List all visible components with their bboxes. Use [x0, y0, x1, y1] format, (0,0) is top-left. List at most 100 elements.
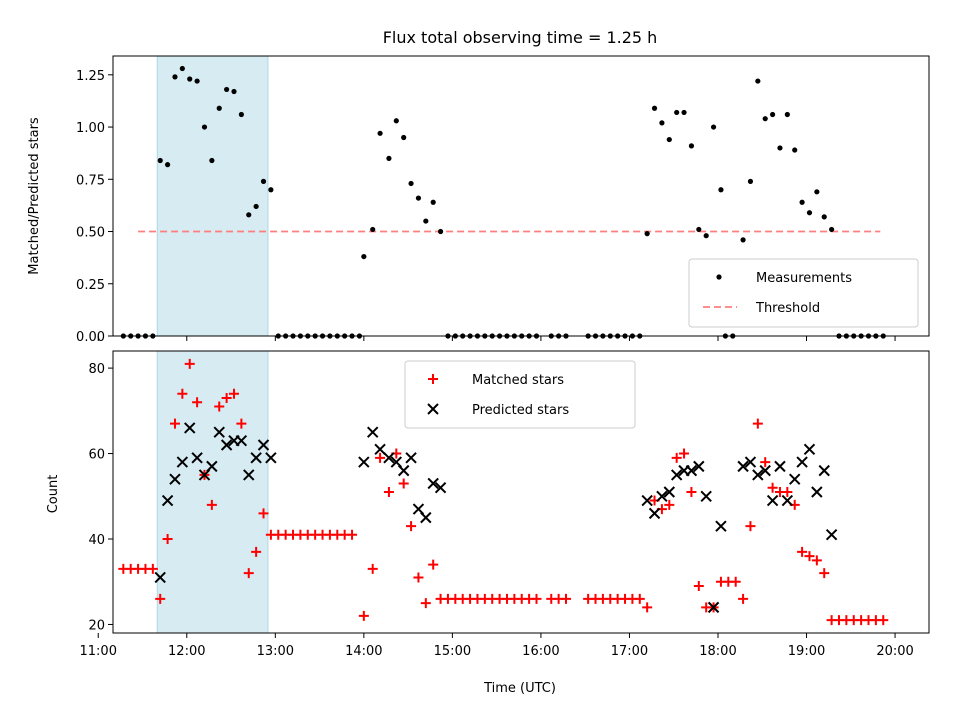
- data-point-matched: [162, 534, 173, 544]
- data-point-predicted: [707, 601, 720, 614]
- data-point-matched: [214, 401, 225, 412]
- y-axis-label-ratio: Matched/Predicted stars: [27, 117, 42, 275]
- data-point-predicted: [184, 422, 196, 434]
- data-point-predicted: [161, 494, 174, 507]
- data-point-measurement: [644, 231, 650, 237]
- legend-box: [688, 258, 919, 328]
- data-point-matched: [221, 393, 232, 403]
- data-point-predicted: [434, 482, 447, 494]
- data-point-measurement: [423, 218, 429, 224]
- data-point-measurement: [238, 111, 244, 118]
- y-tick-label: 80: [88, 362, 105, 377]
- data-point-matched: [236, 418, 247, 429]
- data-point-predicted: [374, 443, 386, 455]
- chart-title: Flux total observing time = 1.25 h: [383, 28, 658, 47]
- data-point-measurement: [674, 109, 680, 116]
- data-point-predicted: [656, 490, 668, 502]
- data-point-measurement: [415, 195, 422, 201]
- data-point-predicted: [693, 460, 705, 473]
- y-tick-label: 1.00: [76, 121, 105, 136]
- data-point-measurement: [370, 226, 376, 233]
- data-point-predicted: [235, 435, 248, 447]
- legend-top: Measurements Threshold: [688, 258, 919, 328]
- data-point-predicted: [358, 456, 370, 468]
- data-point-measurement: [777, 145, 783, 151]
- data-point-predicted: [427, 477, 439, 490]
- data-point-measurement: [681, 109, 687, 116]
- data-point-measurement: [666, 136, 672, 143]
- x-tick-label: 17:00: [611, 644, 648, 659]
- data-point-measurement: [688, 143, 695, 149]
- data-point-predicted: [737, 460, 749, 473]
- data-point-predicted: [663, 486, 676, 498]
- legend-label-threshold: Threshold: [755, 301, 820, 316]
- x-tick-label: 18:00: [699, 644, 736, 659]
- data-point-measurement: [696, 226, 702, 233]
- y-tick-label: 20: [88, 618, 105, 633]
- data-point-measurement: [799, 199, 805, 205]
- data-point-measurement: [829, 226, 835, 233]
- data-point-matched: [679, 448, 690, 459]
- data-point-predicted: [796, 456, 808, 468]
- panel-matched-ratio: 0.00 0.25 0.50 0.75 1.00 1.25 Measurements Thre…: [76, 55, 930, 345]
- y-tick-label: 1.25: [76, 69, 105, 84]
- data-point-matched: [358, 610, 369, 621]
- data-point-predicted: [250, 452, 262, 464]
- data-point-predicted: [685, 464, 698, 477]
- panel-star-counts: 20 40 60 80 11:00 12:00 13:00 14:00 15:00 16:00 17…: [80, 350, 930, 659]
- data-point-predicted: [818, 464, 830, 477]
- y-axis-label-count: Count: [46, 475, 61, 514]
- data-point-matched: [752, 418, 763, 429]
- data-point-measurement: [710, 124, 717, 130]
- data-point-matched: [375, 452, 386, 463]
- data-point-predicted: [206, 460, 218, 473]
- y-tick-label: 0.50: [76, 226, 105, 241]
- data-point-measurement: [703, 233, 709, 239]
- x-tick-label: 16:00: [522, 644, 559, 659]
- data-point-predicted: [825, 529, 838, 541]
- data-point-matched: [420, 598, 431, 609]
- data-point-matched: [782, 487, 793, 497]
- data-point-matched: [797, 546, 808, 557]
- data-point-matched: [642, 602, 653, 613]
- data-point-matched: [184, 358, 195, 369]
- legend-box: [404, 360, 636, 429]
- data-point-matched: [413, 572, 424, 583]
- data-point-measurement: [260, 178, 267, 184]
- data-point-measurement: [747, 178, 754, 184]
- data-point-measurement: [172, 74, 178, 80]
- data-point-measurement: [246, 212, 252, 218]
- data-point-predicted: [648, 507, 661, 520]
- data-point-measurement: [784, 111, 790, 118]
- data-point-predicted: [715, 520, 727, 532]
- data-point-matched: [169, 418, 180, 429]
- data-point-matched: [243, 568, 254, 579]
- y-tick-label: 60: [88, 448, 105, 463]
- data-point-measurement: [769, 111, 776, 118]
- x-axis-label: Time (UTC): [483, 681, 556, 696]
- data-point-matched: [147, 563, 158, 574]
- data-point-matched: [730, 576, 741, 587]
- x-tick-label: 15:00: [434, 644, 471, 659]
- data-point-matched: [561, 593, 572, 604]
- data-point-matched: [760, 457, 771, 468]
- data-point-predicted: [243, 469, 255, 481]
- data-point-predicted: [789, 473, 801, 485]
- series-predicted-stars: [154, 422, 838, 614]
- data-point-measurement: [194, 78, 200, 84]
- data-point-matched: [878, 615, 889, 626]
- data-point-measurement: [762, 116, 768, 122]
- data-point-matched: [671, 452, 682, 463]
- data-point-predicted: [744, 456, 757, 468]
- series-measurements: [120, 65, 886, 339]
- data-point-measurement: [437, 228, 444, 235]
- data-point-predicted: [811, 486, 823, 498]
- data-point-matched: [428, 559, 439, 570]
- data-point-measurement: [201, 124, 208, 130]
- axes-frame: [112, 55, 930, 337]
- data-point-measurement: [821, 214, 827, 220]
- x-tick-label: 11:00: [80, 644, 117, 659]
- data-point-predicted: [759, 464, 771, 477]
- data-point-matched: [347, 529, 358, 540]
